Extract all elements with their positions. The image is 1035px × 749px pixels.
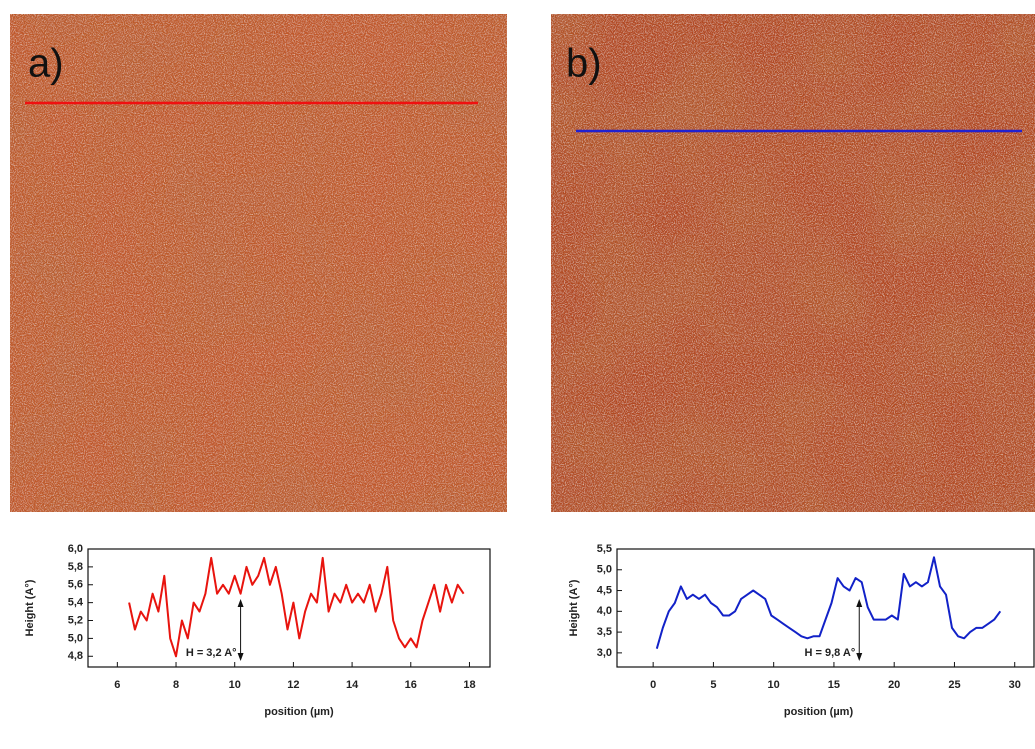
plot-frame [87,548,491,668]
x-tick-label: 14 [346,679,359,691]
annotation: H = 3,2 A° [186,647,237,659]
y-tick-label: 5,8 [68,561,83,573]
y-tick-label: 6,0 [68,543,83,555]
y-tick-label: 4,8 [68,650,83,662]
x-tick-label: 5 [710,679,716,691]
y-axis-label: Height (A°) [568,579,580,636]
y-tick-label: 5,0 [68,632,83,644]
y-tick-label: 5,6 [68,579,83,591]
x-axis-label: position (µm) [784,706,854,718]
panel-label: b) [566,42,602,86]
x-tick-label: 25 [948,679,960,691]
x-tick-label: 15 [828,679,840,691]
x-tick-label: 0 [650,679,656,691]
x-tick-label: 16 [405,679,417,691]
y-tick-label: 5,4 [68,597,84,609]
x-axis-label: position (µm) [264,706,334,718]
profile-line [655,556,1002,649]
y-tick-label: 4,5 [597,584,612,596]
plot-frame [616,548,1035,668]
x-tick-label: 12 [287,679,299,691]
x-tick-label: 6 [114,679,120,691]
x-tick-label: 30 [1009,679,1021,691]
panel-label: a) [28,42,64,86]
x-tick-label: 8 [173,679,179,691]
x-tick-label: 18 [463,679,475,691]
y-tick-label: 5,0 [597,564,612,576]
y-axis-label: Height (A°) [24,579,36,636]
y-tick-label: 5,2 [68,614,83,626]
x-tick-label: 10 [229,679,241,691]
afm-image [551,14,1035,512]
x-tick-label: 20 [888,679,900,691]
afm-image [10,14,507,512]
y-tick-label: 3,5 [597,626,612,638]
y-tick-label: 5,5 [597,543,612,555]
annotation: H = 9,8 A° [804,647,855,659]
x-tick-label: 10 [768,679,780,691]
y-tick-label: 4,0 [597,605,612,617]
y-tick-label: 3,0 [597,647,612,659]
profile-line [128,556,465,658]
